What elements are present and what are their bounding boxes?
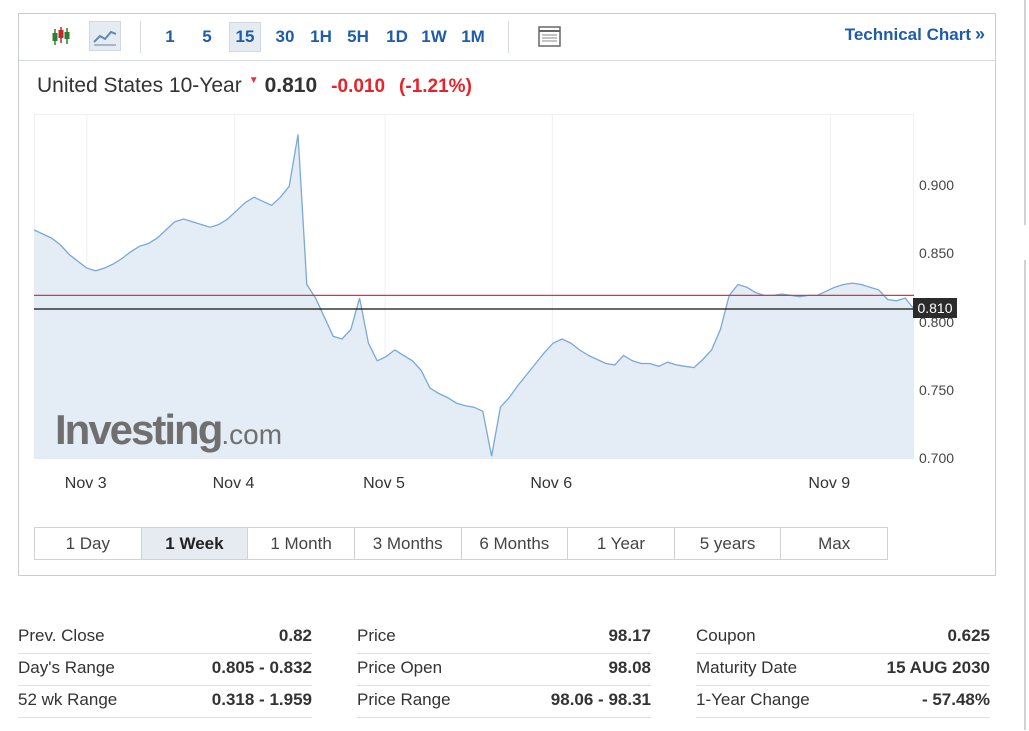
stat-label: Day's Range xyxy=(18,658,115,677)
scrollbar-edge xyxy=(1024,0,1026,225)
series-area xyxy=(34,134,914,459)
y-tick-label: 0.750 xyxy=(919,381,955,398)
stat-value: 0.805 - 0.832 xyxy=(211,658,312,677)
x-tick-label: Nov 5 xyxy=(363,475,405,492)
toolbar-divider xyxy=(140,21,141,53)
range-selector: 1 Day 1 Week 1 Month 3 Months 6 Months 1 Year… xyxy=(34,527,888,560)
range-3-months-button[interactable]: 3 Months xyxy=(355,528,462,559)
y-tick-label: 0.850 xyxy=(919,245,955,262)
stat-label: 52 wk Range xyxy=(18,690,118,709)
stat-row-maturity-date: Maturity Date 15 AUG 2030 xyxy=(696,654,990,686)
stat-value: 98.08 xyxy=(608,658,651,677)
x-tick-label: Nov 4 xyxy=(212,475,255,492)
table-icon[interactable] xyxy=(533,21,565,51)
stat-label: Price Open xyxy=(357,658,443,677)
toolbar-divider xyxy=(508,21,509,53)
chart-toolbar: 1 5 15 30 1H 5H 1D 1W 1M Technical Chart» xyxy=(19,14,995,61)
range-1-year-button[interactable]: 1 Year xyxy=(568,528,675,559)
stat-value: 15 AUG 2030 xyxy=(886,658,990,677)
stat-value: - 57.48% xyxy=(921,690,990,709)
range-1-day-button[interactable]: 1 Day xyxy=(35,528,142,559)
stat-value: 0.318 - 1.959 xyxy=(211,690,312,709)
stat-label: Maturity Date xyxy=(696,658,798,677)
stat-value: 0.82 xyxy=(278,626,312,645)
scrollbar-edge xyxy=(1024,260,1026,730)
down-arrow-icon: ▼ xyxy=(248,75,259,86)
y-tick-label: 0.900 xyxy=(919,177,955,194)
stat-label: Prev. Close xyxy=(18,626,105,645)
candlestick-icon[interactable] xyxy=(45,21,77,51)
stat-row-day-s-range: Day's Range 0.805 - 0.832 xyxy=(18,654,312,686)
stat-row-coupon: Coupon 0.625 xyxy=(696,622,990,654)
price-change-percent: (-1.21%) xyxy=(399,76,472,97)
price-change: -0.010 xyxy=(331,76,386,97)
stat-value: 0.625 xyxy=(947,626,990,645)
timeframe-1d-button[interactable]: 1D xyxy=(386,27,408,46)
timeframe-1h-button[interactable]: 1H xyxy=(310,27,332,46)
last-value-tag: 0.810 xyxy=(913,298,957,318)
timeframe-1w-button[interactable]: 1W xyxy=(421,27,447,46)
chevron-right-icon: » xyxy=(974,24,985,44)
stat-row-price-open: Price Open 98.08 xyxy=(357,654,651,686)
price-chart[interactable] xyxy=(34,114,914,459)
range-1-month-button[interactable]: 1 Month xyxy=(248,528,355,559)
stat-row-1-year-change: 1-Year Change - 57.48% xyxy=(696,686,990,718)
technical-chart-label: Technical Chart xyxy=(844,25,971,44)
area-chart-icon[interactable] xyxy=(89,21,121,51)
stat-label: 1-Year Change xyxy=(696,690,810,709)
technical-chart-link[interactable]: Technical Chart» xyxy=(845,24,985,45)
timeframe-1-button[interactable]: 1 xyxy=(165,27,175,46)
stat-row-price-range: Price Range 98.06 - 98.31 xyxy=(357,686,651,718)
stat-row-prev-close: Prev. Close 0.82 xyxy=(18,622,312,654)
range-6-months-button[interactable]: 6 Months xyxy=(462,528,569,559)
instrument-header: United States 10-Year ▼ 0.810 -0.010 (-1.21%… xyxy=(37,74,486,104)
instrument-name: United States 10-Year xyxy=(37,74,242,97)
timeframe-15-button[interactable]: 15 xyxy=(229,22,261,52)
stat-row-52-wk-range: 52 wk Range 0.318 - 1.959 xyxy=(18,686,312,718)
range-max-button[interactable]: Max xyxy=(818,534,851,553)
stat-label: Coupon xyxy=(696,626,756,645)
x-tick-label: Nov 9 xyxy=(808,475,851,492)
timeframe-5h-button[interactable]: 5H xyxy=(347,27,369,46)
watermark-suffix: .com xyxy=(221,419,283,450)
watermark-brand: Investing xyxy=(55,406,223,453)
investing-watermark: Investing.com xyxy=(55,406,282,454)
x-tick-label: Nov 6 xyxy=(530,475,573,492)
stat-row-price: Price 98.17 xyxy=(357,622,651,654)
stat-label: Price xyxy=(357,626,396,645)
chart-panel: 1 5 15 30 1H 5H 1D 1W 1M Technical Chart» United… xyxy=(18,13,996,576)
x-tick-label: Nov 3 xyxy=(64,475,107,492)
range-5-years-button[interactable]: 5 years xyxy=(675,528,782,559)
stat-value: 98.06 - 98.31 xyxy=(550,690,651,709)
timeframe-1m-button[interactable]: 1M xyxy=(461,27,485,46)
timeframe-5-button[interactable]: 5 xyxy=(202,27,212,46)
stat-label: Price Range xyxy=(357,690,451,709)
y-tick-label: 0.700 xyxy=(919,450,955,466)
last-price: 0.810 xyxy=(264,74,318,97)
timeframe-30-button[interactable]: 30 xyxy=(275,27,295,46)
stat-value: 98.17 xyxy=(608,626,651,645)
range-1-week-button[interactable]: 1 Week xyxy=(141,528,249,559)
